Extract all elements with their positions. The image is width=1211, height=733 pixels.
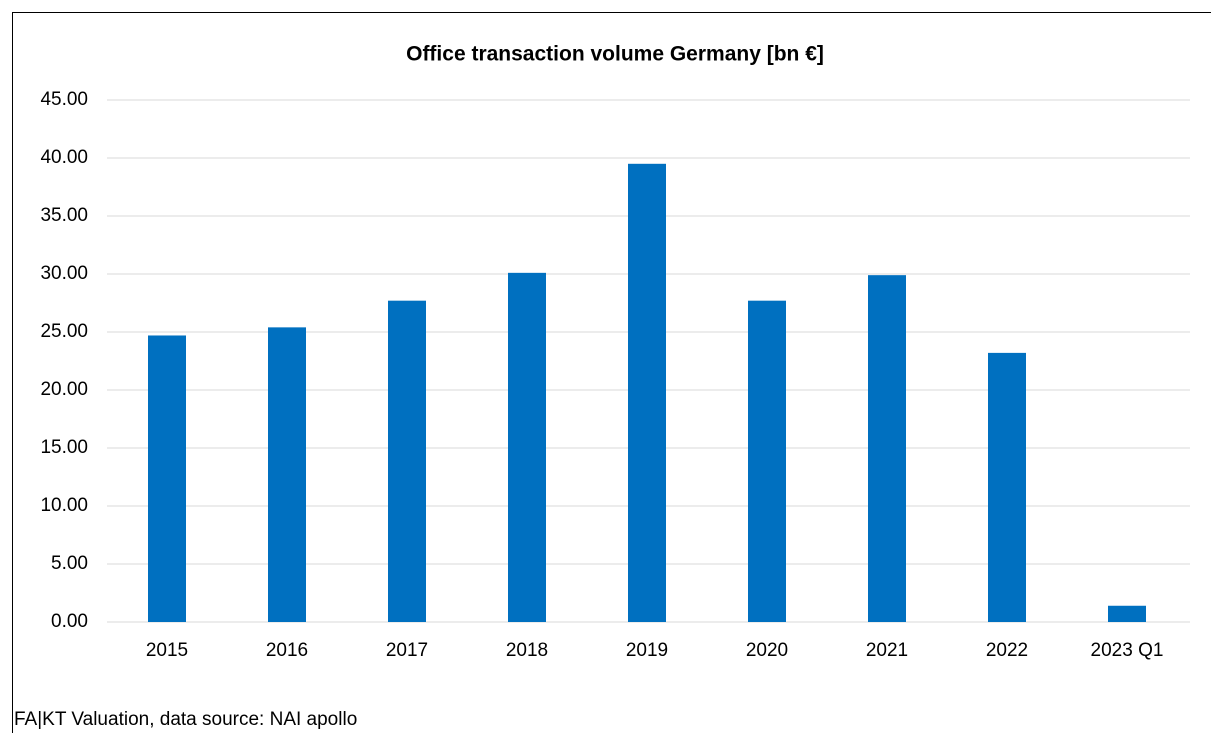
x-tick-label: 2016: [266, 640, 308, 661]
y-tick-label: 15.00: [40, 437, 88, 458]
x-tick-label: 2022: [986, 640, 1028, 661]
bar: [388, 300, 426, 622]
chart-frame: [12, 12, 1211, 733]
x-tick-label: 2023 Q1: [1091, 640, 1164, 661]
y-tick-label: 20.00: [40, 379, 88, 400]
y-tick-label: 0.00: [51, 611, 88, 632]
x-tick-label: 2021: [866, 640, 908, 661]
x-tick-label: 2019: [626, 640, 668, 661]
x-tick-label: 2020: [746, 640, 788, 661]
y-tick-label: 40.00: [40, 147, 88, 168]
bar: [148, 335, 186, 622]
bar: [268, 327, 306, 622]
y-tick-label: 10.00: [40, 495, 88, 516]
bar: [508, 272, 546, 622]
bar: [988, 352, 1026, 622]
bar: [868, 275, 906, 622]
bar: [748, 300, 786, 622]
y-tick-label: 30.00: [40, 263, 88, 284]
x-tick-label: 2017: [386, 640, 428, 661]
y-tick-label: 25.00: [40, 321, 88, 342]
chart-title: Office transaction volume Germany [bn €]: [406, 43, 824, 66]
x-tick-label: 2018: [506, 640, 548, 661]
y-tick-label: 35.00: [40, 205, 88, 226]
y-tick-label: 45.00: [40, 89, 88, 110]
bar: [1108, 605, 1146, 622]
y-tick-label: 5.00: [51, 553, 88, 574]
source-note: FA|KT Valuation, data source: NAI apollo: [14, 709, 357, 730]
bar: [628, 163, 666, 623]
x-tick-label: 2015: [146, 640, 188, 661]
